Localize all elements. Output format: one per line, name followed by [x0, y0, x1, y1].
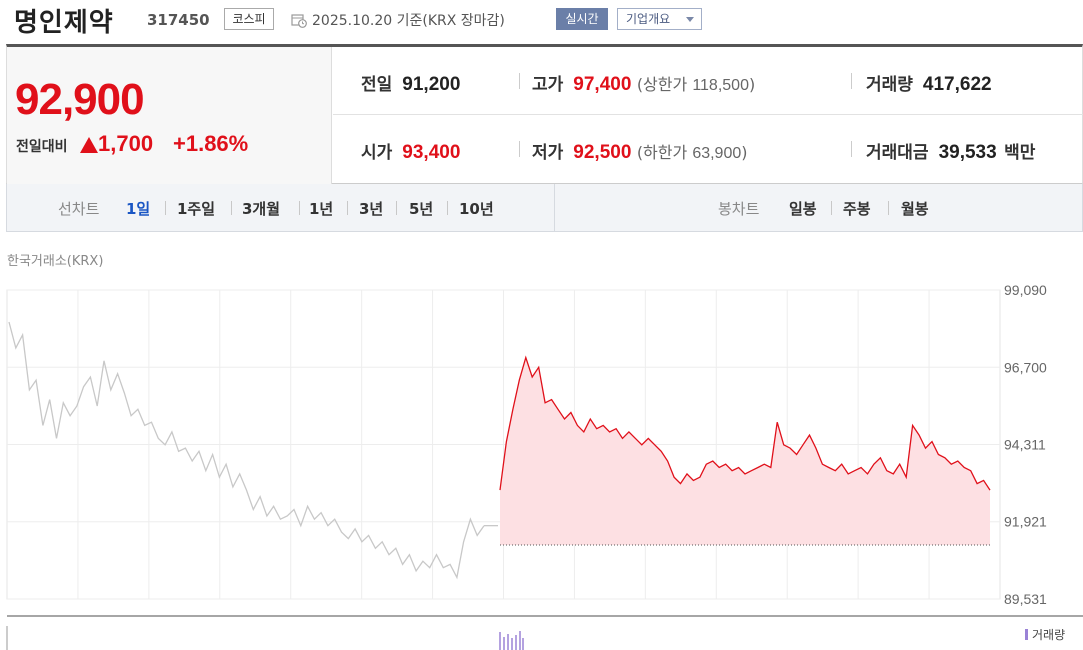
company-overview-label: 기업개요 [626, 12, 671, 26]
tab-separator [165, 201, 166, 215]
tab-10year[interactable]: 10년 [459, 200, 494, 218]
series-line-previous-day [8, 321, 485, 580]
tab-separator [447, 201, 448, 215]
tab-separator [231, 201, 232, 215]
volume: 거래량 417,622 [866, 74, 992, 95]
company-overview-dropdown[interactable]: 기업개요 [617, 8, 702, 30]
stats-row-2: 시가 93,400 저가 92,500 (하한가 63,900) 거래대금 39,53… [333, 115, 1083, 183]
tab-separator [888, 201, 889, 215]
tab-separator [396, 201, 397, 215]
tab-weekly-candle[interactable]: 주봉 [843, 200, 871, 218]
stats-row-1: 전일 91,200 고가 97,400 (상한가 118,500) 거래량 417,6… [333, 47, 1083, 115]
change-rate: +1.86% [173, 131, 249, 156]
divider [519, 141, 520, 157]
price-chart[interactable]: 89,531 91,921 94,311 96,700 99,090 [0, 280, 1083, 650]
stock-code: 317450 [147, 11, 210, 29]
market-badge: 코스피 [224, 8, 274, 30]
high-price: 고가 97,400 (상한가 118,500) [532, 74, 756, 95]
y-tick-label: 94,311 [1004, 436, 1046, 452]
caret-down-icon [686, 17, 694, 22]
price-chart-svg: 89,531 91,921 94,311 96,700 99,090 [6, 282, 1083, 650]
tab-1year[interactable]: 1년 [309, 200, 334, 218]
current-price: 92,900 [15, 75, 145, 124]
divider [851, 73, 852, 89]
volume-legend-swatch [1025, 629, 1028, 640]
y-tick-label: 91,921 [1004, 514, 1047, 530]
divider [519, 73, 520, 89]
exchange-label: 한국거래소(KRX) [7, 254, 104, 269]
prev-close: 전일 91,200 [361, 74, 461, 95]
tab-1day[interactable]: 1일 [126, 200, 151, 218]
line-chart-title: 선차트 [58, 200, 100, 218]
tab-daily-candle[interactable]: 일봉 [789, 200, 817, 218]
tab-1week[interactable]: 1주일 [177, 200, 216, 218]
period-bar-divider [554, 184, 555, 231]
candle-chart-title: 봉차트 [718, 200, 760, 218]
current-price-panel: 92,900 전일대비 1,700 +1.86% [7, 47, 332, 184]
volume-legend: 거래량 [1025, 626, 1065, 643]
tab-monthly-candle[interactable]: 월봉 [901, 200, 929, 218]
y-tick-label: 99,090 [1004, 282, 1047, 298]
divider [851, 141, 852, 157]
price-summary: 92,900 전일대비 1,700 +1.86% 전일 91,200 고가 97,4… [6, 44, 1083, 184]
chart-period-bar: 선차트 1일 1주일 3개월 1년 3년 5년 10년 봉차트 일봉 주봉 월봉 [6, 184, 1083, 232]
today-area-fill [500, 357, 990, 546]
tab-3month[interactable]: 3개월 [242, 200, 281, 218]
tab-3year[interactable]: 3년 [359, 200, 384, 218]
reference-date: 2025.10.20 기준(KRX 장마감) [312, 13, 505, 29]
calendar-clock-icon [291, 14, 307, 28]
low-price: 저가 92,500 (하한가 63,900) [532, 142, 748, 163]
tab-separator [347, 201, 348, 215]
trade-value: 거래대금 39,533 백만 [866, 142, 1036, 163]
tab-5year[interactable]: 5년 [409, 200, 434, 218]
open-price: 시가 93,400 [361, 142, 461, 163]
tab-separator [831, 201, 832, 215]
series-line-today [499, 355, 991, 491]
tab-separator [299, 201, 300, 215]
change-label: 전일대비 [16, 139, 68, 155]
y-tick-label: 96,700 [1004, 359, 1047, 375]
y-tick-label: 89,531 [1004, 591, 1047, 607]
change-value: 1,700 [98, 131, 154, 156]
stock-header: 명인제약 317450 코스피 2025.10.20 기준(KRX 장마감) 실… [0, 0, 1083, 44]
stock-name: 명인제약 [14, 8, 114, 38]
realtime-button[interactable]: 실시간 [556, 8, 608, 30]
up-triangle-icon [80, 137, 98, 153]
